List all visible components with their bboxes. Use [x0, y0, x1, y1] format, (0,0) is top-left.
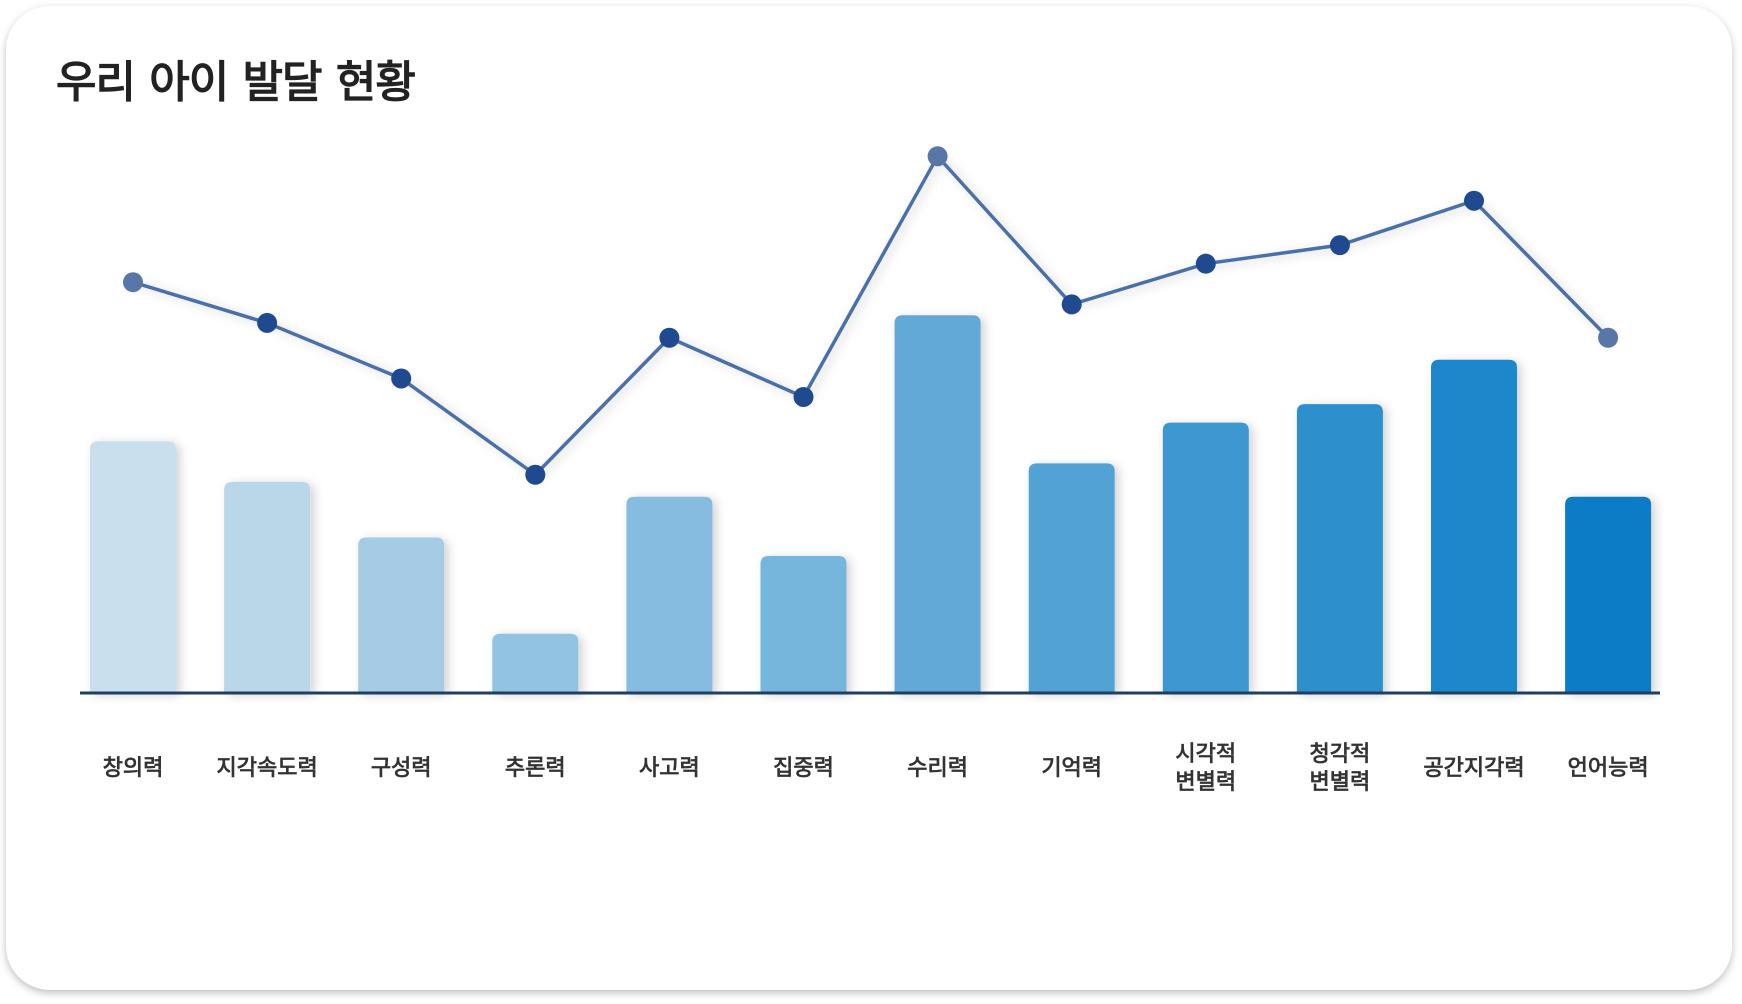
bar	[492, 633, 579, 693]
line-point	[257, 312, 278, 333]
bar	[1296, 404, 1383, 693]
bar	[760, 555, 847, 693]
bar	[894, 315, 981, 693]
line-point	[1061, 294, 1082, 315]
chart-title: 우리 아이 발달 현황	[56, 57, 416, 108]
bar	[1431, 359, 1517, 693]
line-point	[391, 368, 412, 389]
line-point	[525, 464, 546, 485]
x-tick-label: 추론력	[504, 756, 566, 781]
line-point	[1195, 253, 1216, 274]
line-point	[1598, 327, 1619, 348]
bar	[358, 537, 445, 693]
x-tick-label: 언어능력	[1567, 756, 1649, 781]
x-tick-label: 기억력	[1041, 756, 1103, 781]
line-point	[123, 272, 143, 293]
x-tick-label: 지각속도력	[216, 756, 318, 781]
x-tick-label: 집중력	[773, 756, 834, 781]
x-tick-label: 청각적 변별력	[1309, 742, 1371, 795]
bar	[626, 496, 713, 693]
bar	[1028, 463, 1115, 693]
x-tick-label: 공간지각력	[1423, 756, 1525, 781]
x-tick-label: 구성력	[370, 756, 432, 781]
bar	[1162, 422, 1249, 693]
x-tick-label: 시각적 변별력	[1175, 742, 1237, 795]
bar	[224, 481, 311, 693]
line-point	[1329, 235, 1350, 256]
line-point	[1464, 190, 1484, 211]
line-point	[793, 386, 814, 407]
x-tick-label: 창의력	[102, 756, 164, 781]
series-line	[132, 153, 1610, 478]
x-tick-label: 사고력	[639, 756, 700, 781]
bar	[1565, 496, 1652, 693]
line-point	[659, 327, 680, 348]
bar	[90, 441, 176, 693]
line-point	[927, 146, 948, 167]
x-tick-label: 수리력	[907, 756, 968, 781]
